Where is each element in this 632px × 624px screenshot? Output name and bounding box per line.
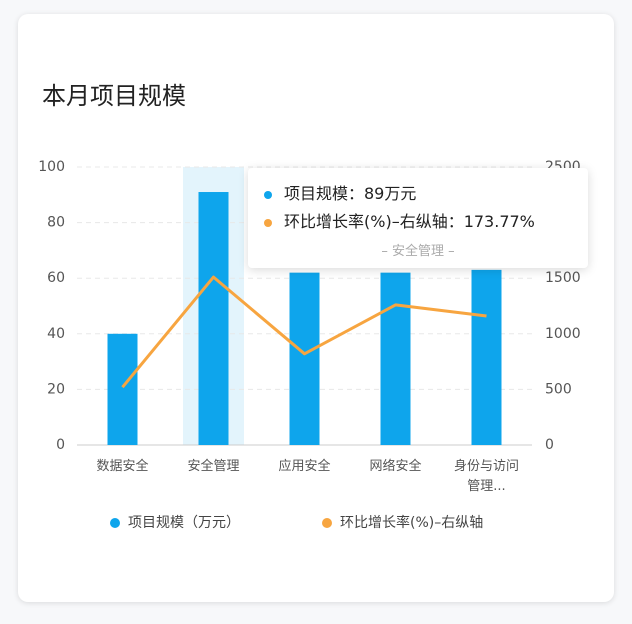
tooltip-text: 环比增长率(%)–右纵轴：173.77% bbox=[284, 212, 535, 231]
tooltip-dot bbox=[264, 190, 272, 199]
y-tick-label: 100 bbox=[38, 159, 65, 175]
x-tick-label: 身份与访问管理... bbox=[453, 459, 519, 494]
bar bbox=[107, 333, 138, 445]
chart-title: 本月项目规模 bbox=[42, 82, 186, 110]
tooltip: 项目规模：89万元 环比增长率(%)–右纵轴：173.77% – 安全管理 – bbox=[248, 168, 588, 268]
bar bbox=[198, 192, 229, 445]
tooltip-dot bbox=[264, 218, 272, 227]
y2-tick-label: 1500 bbox=[545, 270, 581, 286]
x-tick-label: 数据安全 bbox=[96, 459, 149, 474]
y-tick-label: 40 bbox=[47, 326, 65, 342]
tooltip-item: 环比增长率(%)–右纵轴：173.77% bbox=[264, 208, 535, 232]
legend-text: 环比增长率(%)–右纵轴 bbox=[340, 515, 484, 531]
y-tick-label: 60 bbox=[47, 270, 65, 286]
legend-dot bbox=[110, 518, 120, 528]
legend-item: 环比增长率(%)–右纵轴 bbox=[322, 512, 483, 532]
y-tick-label: 80 bbox=[47, 215, 65, 231]
tooltip-text: 项目规模：89万元 bbox=[284, 184, 417, 203]
y-tick-label: 20 bbox=[47, 381, 65, 397]
x-tick-label: 网络安全 bbox=[369, 459, 422, 474]
legend-text: 项目规模（万元） bbox=[128, 515, 240, 531]
legend-item: 项目规模（万元） bbox=[110, 512, 240, 532]
line bbox=[121, 275, 487, 389]
y2-tick-label: 0 bbox=[545, 437, 554, 453]
tooltip-item: 项目规模：89万元 bbox=[264, 180, 416, 204]
legend-dot bbox=[322, 518, 332, 528]
y2-tick-label: 500 bbox=[545, 381, 572, 397]
y-tick-label: 0 bbox=[56, 437, 65, 453]
x-tick-label: 安全管理 bbox=[187, 459, 240, 474]
x-tick-label: 应用安全 bbox=[278, 459, 331, 474]
bar bbox=[380, 272, 411, 445]
y2-tick-label: 1000 bbox=[545, 326, 581, 342]
bar bbox=[289, 272, 320, 445]
tooltip-title: – 安全管理 – bbox=[381, 244, 455, 259]
bar bbox=[471, 269, 502, 445]
